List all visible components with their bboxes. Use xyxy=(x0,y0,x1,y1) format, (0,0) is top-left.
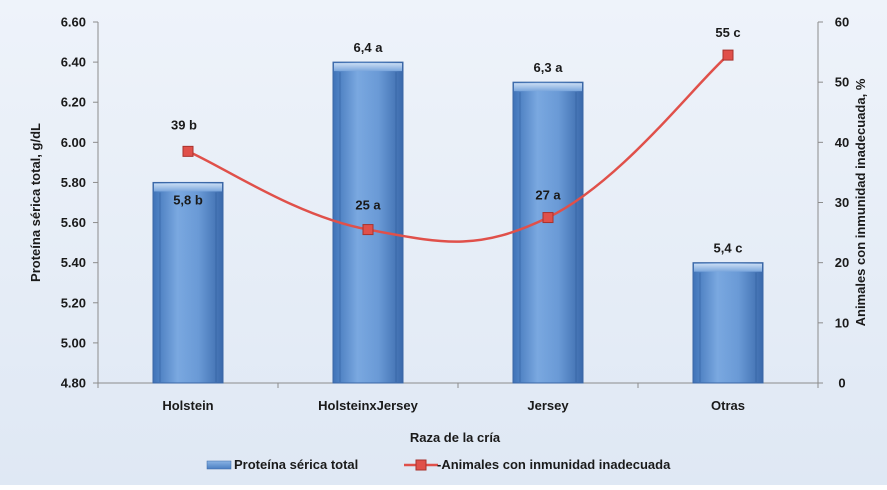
bar xyxy=(692,262,764,384)
bar-top-bevel xyxy=(694,263,762,272)
left-tick-label: 4.80 xyxy=(61,376,86,391)
category-label: Otras xyxy=(711,398,745,413)
bar xyxy=(152,181,224,384)
right-tick-label: 20 xyxy=(835,255,849,270)
bar xyxy=(512,81,584,384)
left-tick-label: 5.00 xyxy=(61,335,86,350)
line-data-label: 39 b xyxy=(171,117,197,132)
right-tick-label: 50 xyxy=(835,75,849,90)
right-tick-label: 60 xyxy=(835,15,849,30)
right-tick-label: 40 xyxy=(835,135,849,150)
legend-label-line: -Animales con inmunidad inadecuada xyxy=(437,457,671,472)
line-data-label: 27 a xyxy=(535,188,561,203)
line-marker xyxy=(722,49,734,61)
line-marker xyxy=(182,145,194,157)
bar-top-bevel xyxy=(154,183,222,192)
category-label: Jersey xyxy=(527,398,569,413)
x-axis-title: Raza de la cría xyxy=(410,430,501,445)
bar-data-label: 5,4 c xyxy=(714,241,743,256)
left-tick-label: 6.00 xyxy=(61,135,86,150)
legend-label-bar: Proteína sérica total xyxy=(234,457,358,472)
line-series xyxy=(187,54,729,243)
left-axis-title: Proteína sérica total, g/dL xyxy=(28,123,43,282)
bar-top-bevel xyxy=(514,83,582,92)
right-tick-label: 10 xyxy=(835,315,849,330)
left-tick-label: 6.40 xyxy=(61,55,86,70)
left-tick-label: 6.60 xyxy=(61,15,86,30)
left-tick-label: 5.80 xyxy=(61,175,86,190)
bar-data-label: 6,4 a xyxy=(354,40,384,55)
left-tick-label: 5.40 xyxy=(61,255,86,270)
left-tick-label: 5.20 xyxy=(61,295,86,310)
line-marker xyxy=(542,212,554,224)
right-axis-title: Animales con inmunidad inadecuada, % xyxy=(853,78,868,326)
line-data-label: 25 a xyxy=(355,198,381,213)
bar xyxy=(332,61,404,384)
left-tick-label: 6.20 xyxy=(61,95,86,110)
right-tick-label: 30 xyxy=(835,195,849,210)
right-tick-label: 0 xyxy=(838,376,845,391)
legend-swatch-marker xyxy=(415,459,427,471)
bar-data-label: 5,8 b xyxy=(173,192,203,207)
left-tick-label: 5.60 xyxy=(61,215,86,230)
line-data-label: 55 c xyxy=(715,25,740,40)
category-label: HolsteinxJersey xyxy=(318,398,418,413)
bar-data-label: 6,3 a xyxy=(534,60,564,75)
legend-swatch-bar xyxy=(206,460,232,470)
bar-top-bevel xyxy=(334,63,402,72)
category-label: Holstein xyxy=(162,398,213,413)
line-marker xyxy=(362,224,374,236)
